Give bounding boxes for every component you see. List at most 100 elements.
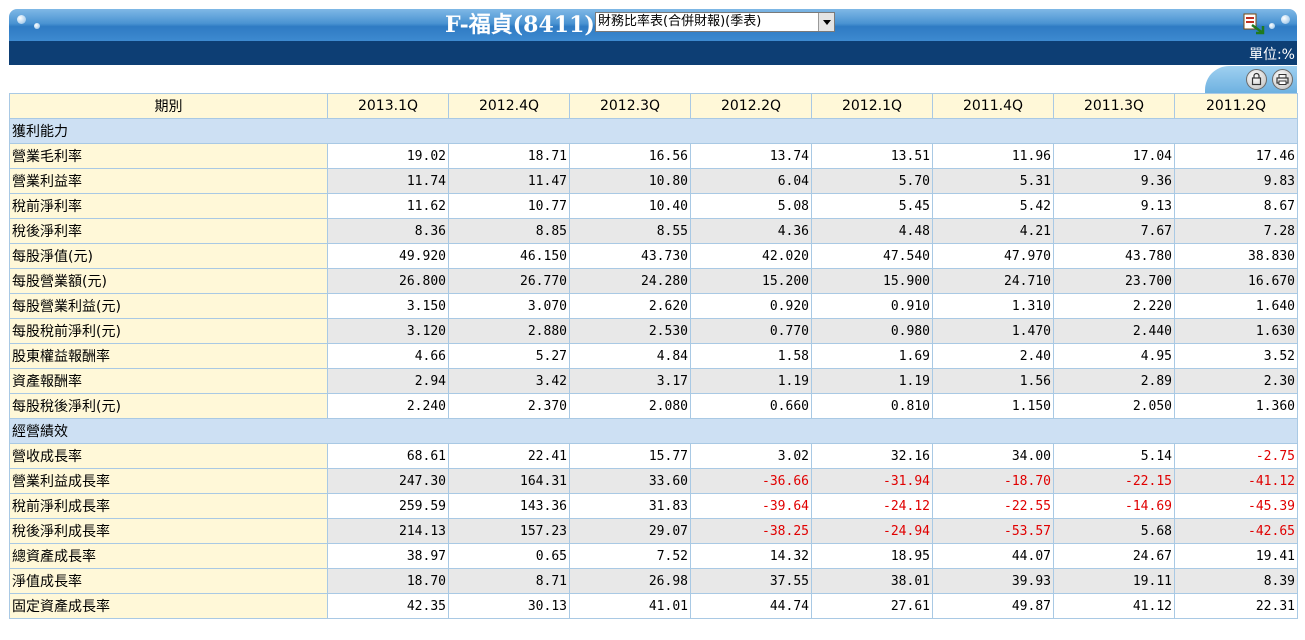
- table-cell: 41.12: [1053, 593, 1175, 619]
- table-cell: 37.55: [690, 568, 812, 594]
- title-bar: F-福貞(8411) 財務比率表(合併財報)(季表): [9, 9, 1297, 41]
- table-cell: 38.97: [327, 543, 449, 569]
- table-cell: 1.56: [932, 368, 1054, 394]
- unit-bar: 單位:%: [9, 41, 1297, 65]
- table-cell: 4.21: [932, 218, 1054, 244]
- table-cell: 8.71: [448, 568, 570, 594]
- table-cell: 3.120: [327, 318, 449, 344]
- table-cell: 2.080: [569, 393, 691, 419]
- table-cell: 8.85: [448, 218, 570, 244]
- decor-dot-icon: [34, 23, 40, 29]
- table-cell: 157.23: [448, 518, 570, 544]
- table-cell: 4.66: [327, 343, 449, 369]
- table-row: 稅後淨利成長率 214.13 157.23 29.07 -38.25 -24.94 -53.…: [9, 518, 1298, 544]
- table-cell: 5.68: [1053, 518, 1175, 544]
- table-cell: 3.02: [690, 443, 812, 469]
- table-cell: 5.08: [690, 193, 812, 219]
- table-cell: 19.02: [327, 143, 449, 169]
- table-cell: 8.67: [1174, 193, 1298, 219]
- table-cell: 8.36: [327, 218, 449, 244]
- table-cell: 0.980: [811, 318, 933, 344]
- table-cell: 43.780: [1053, 243, 1175, 269]
- table-cell: 1.69: [811, 343, 933, 369]
- table-cell: 2.40: [932, 343, 1054, 369]
- row-label: 每股營業利益(元): [9, 293, 328, 319]
- table-cell: 22.41: [448, 443, 570, 469]
- table-cell: -2.75: [1174, 443, 1298, 469]
- excel-export-icon[interactable]: [1243, 13, 1265, 35]
- table-cell: 30.13: [448, 593, 570, 619]
- table-cell: -22.15: [1053, 468, 1175, 494]
- row-label: 每股稅前淨利(元): [9, 318, 328, 344]
- table-cell: 3.52: [1174, 343, 1298, 369]
- table-cell: 2.89: [1053, 368, 1175, 394]
- table-cell: 10.77: [448, 193, 570, 219]
- table-cell: 7.52: [569, 543, 691, 569]
- table-cell: 6.04: [690, 168, 812, 194]
- table-cell: 5.31: [932, 168, 1054, 194]
- table-cell: 41.01: [569, 593, 691, 619]
- table-cell: 11.96: [932, 143, 1054, 169]
- table-cell: 38.830: [1174, 243, 1298, 269]
- table-row: 淨值成長率 18.70 8.71 26.98 37.55 38.01 39.93 19.11 8…: [9, 568, 1298, 594]
- table-cell: 15.900: [811, 268, 933, 294]
- row-label: 營業毛利率: [9, 143, 328, 169]
- table-row: 總資產成長率 38.97 0.65 7.52 14.32 18.95 44.07 24.67 1…: [9, 543, 1298, 569]
- table-cell: -24.94: [811, 518, 933, 544]
- period-col-header: 2013.1Q: [327, 93, 449, 119]
- table-cell: -38.25: [690, 518, 812, 544]
- table-cell: 11.47: [448, 168, 570, 194]
- table-cell: -22.55: [932, 493, 1054, 519]
- table-cell: 1.58: [690, 343, 812, 369]
- table-cell: 143.36: [448, 493, 570, 519]
- report-type-select[interactable]: 財務比率表(合併財報)(季表): [595, 12, 835, 32]
- row-label: 固定資產成長率: [9, 593, 328, 619]
- table-cell: -36.66: [690, 468, 812, 494]
- table-cell: 29.07: [569, 518, 691, 544]
- lock-icon[interactable]: [1246, 69, 1267, 90]
- table-cell: 27.61: [811, 593, 933, 619]
- table-cell: 42.35: [327, 593, 449, 619]
- table-cell: 38.01: [811, 568, 933, 594]
- print-icon[interactable]: [1272, 69, 1293, 90]
- table-row: 稅前淨利率 11.62 10.77 10.40 5.08 5.45 5.42 9.13 8.67: [9, 193, 1298, 219]
- table-cell: 1.310: [932, 293, 1054, 319]
- table-cell: 4.48: [811, 218, 933, 244]
- table-cell: 0.65: [448, 543, 570, 569]
- decor-dot-icon: [1269, 23, 1275, 29]
- table-cell: 24.710: [932, 268, 1054, 294]
- table-cell: 13.51: [811, 143, 933, 169]
- table-cell: 15.77: [569, 443, 691, 469]
- table-cell: 9.36: [1053, 168, 1175, 194]
- table-cell: 1.470: [932, 318, 1054, 344]
- table-cell: -18.70: [932, 468, 1054, 494]
- table-cell: 11.74: [327, 168, 449, 194]
- table-cell: 26.800: [327, 268, 449, 294]
- row-label: 營業利益成長率: [9, 468, 328, 494]
- period-col-header: 2012.3Q: [569, 93, 691, 119]
- section-title: 獲利能力: [9, 118, 1298, 144]
- page-title: F-福貞(8411): [445, 12, 595, 38]
- table-cell: -39.64: [690, 493, 812, 519]
- table-cell: -24.12: [811, 493, 933, 519]
- table-row: 每股淨值(元) 49.920 46.150 43.730 42.020 47.540 47.…: [9, 243, 1298, 269]
- table-cell: 4.95: [1053, 343, 1175, 369]
- chevron-down-icon[interactable]: [818, 13, 834, 31]
- table-cell: 24.67: [1053, 543, 1175, 569]
- table-cell: 3.17: [569, 368, 691, 394]
- period-header: 期別: [9, 93, 328, 119]
- table-cell: 46.150: [448, 243, 570, 269]
- table-cell: 15.200: [690, 268, 812, 294]
- table-cell: 1.630: [1174, 318, 1298, 344]
- unit-label: 單位:%: [1248, 47, 1295, 63]
- table-row: 營業利益成長率 247.30 164.31 33.60 -36.66 -31.94 -18.…: [9, 468, 1298, 494]
- table-row: 稅後淨利率 8.36 8.85 8.55 4.36 4.48 4.21 7.67 7.28: [9, 218, 1298, 244]
- row-label: 每股稅後淨利(元): [9, 393, 328, 419]
- table-cell: 5.27: [448, 343, 570, 369]
- table-cell: 5.70: [811, 168, 933, 194]
- row-label: 營收成長率: [9, 443, 328, 469]
- table-cell: 7.67: [1053, 218, 1175, 244]
- table-cell: 22.31: [1174, 593, 1298, 619]
- table-cell: -53.57: [932, 518, 1054, 544]
- table-cell: 18.95: [811, 543, 933, 569]
